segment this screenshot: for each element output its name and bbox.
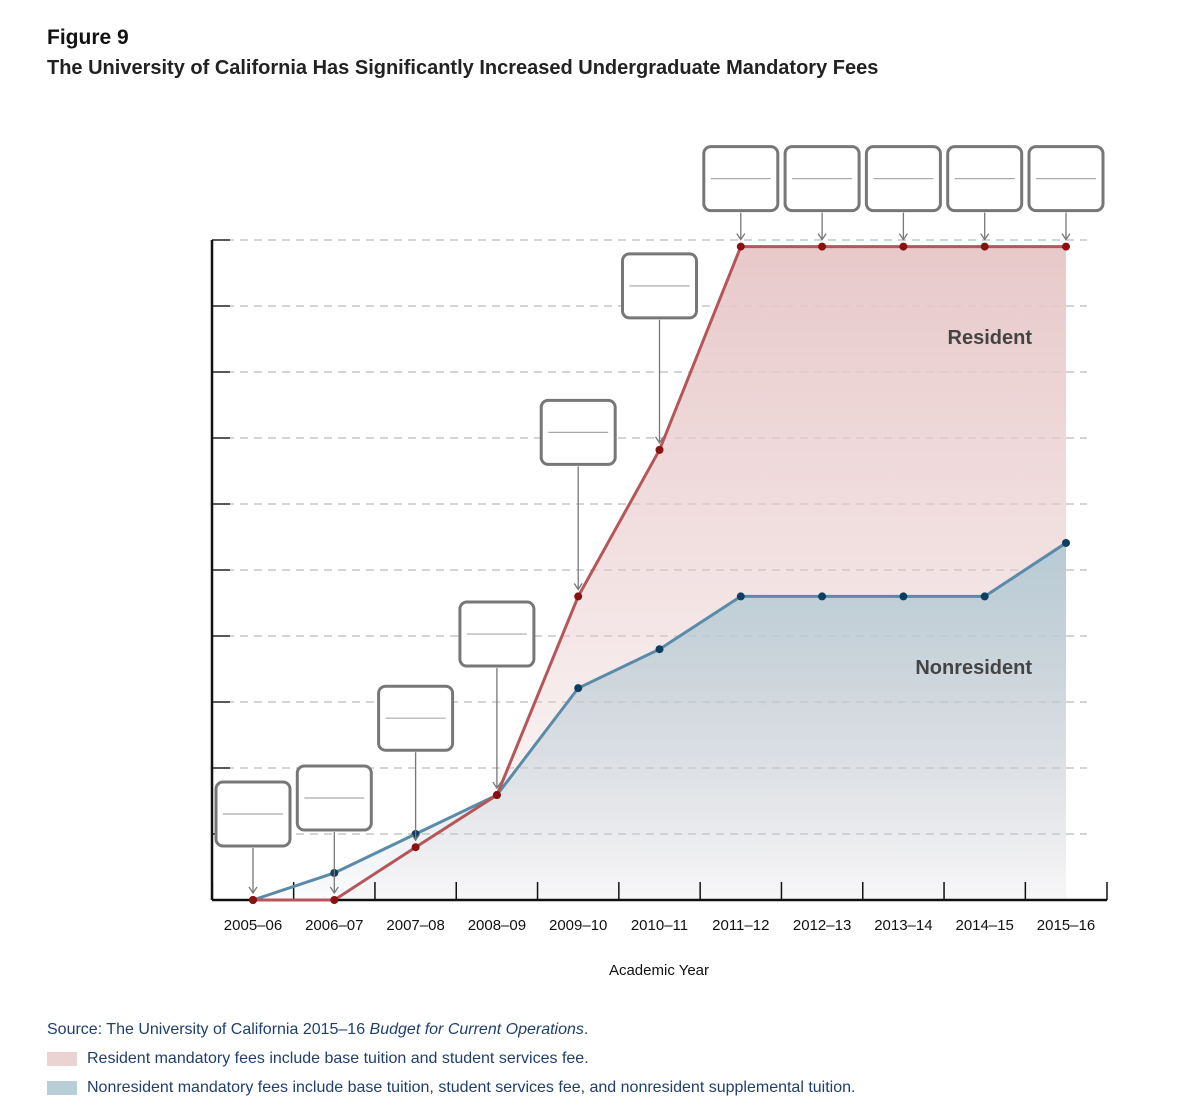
arrow-head-icon — [492, 781, 502, 790]
data-point-resident — [249, 896, 257, 904]
data-point-resident — [980, 242, 989, 251]
data-point-nonresident — [899, 592, 908, 601]
arrow-head-icon — [573, 583, 583, 591]
x-tick-label: 2005–06 — [224, 917, 282, 934]
data-point-resident — [818, 242, 827, 251]
data-point-nonresident — [736, 592, 745, 601]
arrow-head-icon — [1061, 233, 1071, 241]
x-tick-label: 2013–14 — [874, 917, 932, 934]
x-tick-label: 2011–12 — [712, 917, 769, 934]
legend-label: Resident mandatory fees include base tui… — [87, 1050, 589, 1067]
annotation-nonresident: Nonresident — [915, 657, 1032, 679]
legend-label: Nonresident mandatory fees include base … — [87, 1079, 856, 1096]
source-title: Budget for Current Operations — [369, 1021, 584, 1038]
annotation-resident: Resident — [948, 327, 1033, 349]
chart-title: The University of California Has Signifi… — [47, 57, 879, 79]
x-tick-label: 2006–07 — [305, 917, 363, 934]
data-point-nonresident — [655, 645, 664, 654]
data-point-resident — [736, 242, 745, 251]
data-point-resident — [492, 791, 501, 800]
data-point-resident — [1062, 242, 1070, 251]
legend-swatch-resident — [47, 1052, 77, 1066]
data-point-resident — [411, 843, 420, 852]
chart-canvas: 2005–06 2006–07 2007–08 2008–09 2009–10 2010–… — [210, 145, 1108, 979]
x-tick-label: 2015–16 — [1037, 917, 1095, 934]
data-point-nonresident — [1062, 538, 1070, 547]
data-point-nonresident — [574, 684, 583, 693]
arrow-head-icon — [817, 233, 827, 241]
arrow-head-icon — [654, 436, 665, 445]
x-tick-label: 2014–15 — [955, 917, 1013, 934]
x-tick-label: 2009–10 — [549, 917, 607, 934]
legend-swatch-nonresident — [47, 1081, 77, 1095]
legend-item-resident: Resident mandatory fees include base tui… — [47, 1050, 589, 1068]
arrow-head-icon — [898, 233, 908, 241]
data-point-nonresident — [980, 592, 989, 601]
x-axis-label: Academic Year — [609, 962, 709, 979]
arrow-head-icon — [736, 233, 746, 241]
data-point-resident — [655, 445, 664, 454]
source-suffix: . — [583, 1021, 589, 1038]
data-point-nonresident — [818, 592, 827, 601]
x-tick-label: 2008–09 — [468, 917, 526, 934]
data-point-resident — [574, 592, 583, 601]
arrow-head-icon — [248, 886, 258, 895]
arrow-head-icon — [980, 233, 990, 241]
figure-number: Figure 9 — [47, 26, 129, 49]
arrow-head-icon — [411, 833, 421, 842]
source-note: Source: The University of California 201… — [47, 1021, 588, 1039]
arrow-head-icon — [329, 886, 339, 895]
data-point-resident — [330, 896, 339, 904]
data-point-resident — [899, 242, 908, 251]
x-tick-label: 2007–08 — [386, 917, 444, 934]
legend-item-nonresident: Nonresident mandatory fees include base … — [47, 1079, 855, 1097]
area-nonresident — [253, 542, 1066, 900]
x-tick-label: 2010–11 — [631, 917, 688, 934]
x-tick-label: 2012–13 — [793, 917, 851, 934]
source-prefix: Source: The University of California 201… — [47, 1021, 370, 1038]
